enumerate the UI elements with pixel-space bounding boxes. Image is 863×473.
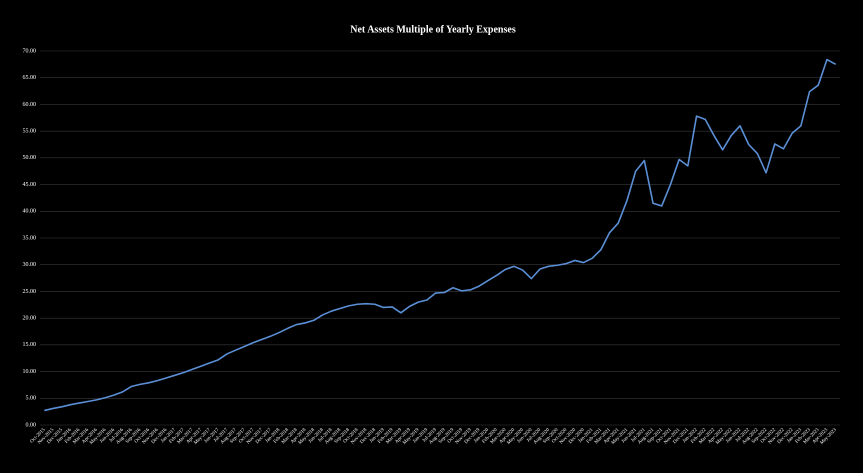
y-tick-label: 60.00 bbox=[23, 102, 37, 108]
y-tick-label: 10.00 bbox=[23, 369, 37, 375]
y-tick-label: 45.00 bbox=[23, 182, 37, 188]
y-tick-label: 70.00 bbox=[23, 48, 37, 54]
chart-title: Net Assets Multiple of Yearly Expenses bbox=[350, 24, 516, 35]
y-tick-label: 50.00 bbox=[23, 155, 37, 161]
line-series bbox=[44, 58, 837, 412]
y-tick-label: 55.00 bbox=[23, 129, 37, 135]
y-tick-label: 35.00 bbox=[23, 235, 37, 241]
y-tick-label: 40.00 bbox=[23, 209, 37, 215]
y-tick-label: 65.00 bbox=[23, 75, 37, 81]
y-tick-label: 30.00 bbox=[23, 262, 37, 268]
y-tick-label: 20.00 bbox=[23, 316, 37, 322]
y-tick-label: 5.00 bbox=[26, 396, 37, 402]
y-tick-label: 15.00 bbox=[23, 342, 37, 348]
y-tick-label: 0.00 bbox=[26, 422, 37, 428]
y-tick-label: 25.00 bbox=[23, 289, 37, 295]
